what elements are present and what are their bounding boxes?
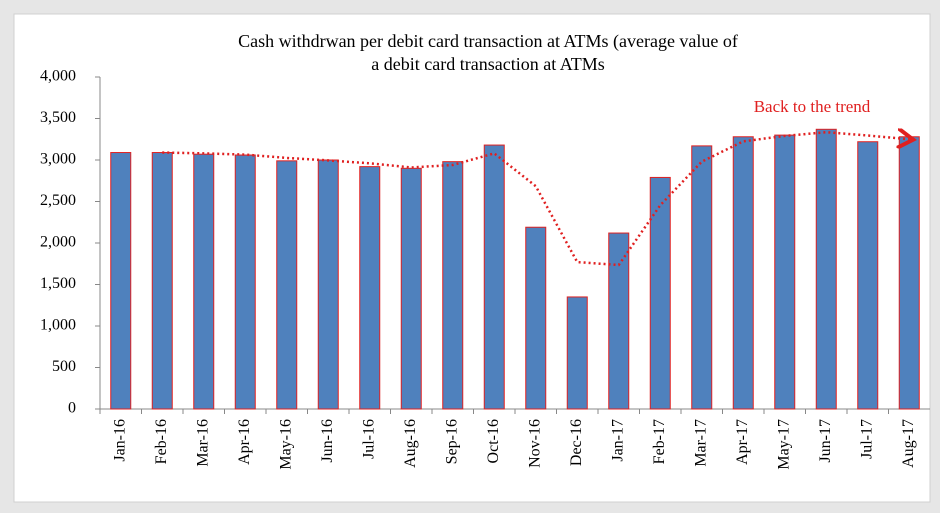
bar: [815, 128, 837, 410]
bar: [193, 153, 215, 410]
bar: [442, 161, 464, 410]
bar: [234, 154, 256, 410]
bar: [774, 134, 796, 410]
bar: [608, 232, 630, 410]
bar: [151, 152, 173, 410]
y-tick-label: 2,000: [40, 234, 76, 251]
x-tick-label: Feb-16: [153, 419, 170, 464]
y-tick-label: 4,000: [40, 68, 76, 85]
x-tick-label: Jun-17: [817, 419, 834, 463]
bar: [857, 141, 879, 410]
y-tick-label: 0: [68, 400, 76, 417]
bar: [483, 144, 505, 410]
x-tick-label: Jan-16: [111, 419, 128, 462]
annotation: Back to the trend: [754, 97, 871, 116]
bar: [898, 136, 920, 410]
bar: [400, 167, 422, 410]
y-tick-label: 3,000: [40, 151, 76, 168]
x-tick-label: Apr-17: [734, 419, 751, 465]
x-tick-label: Aug-17: [900, 419, 917, 468]
bar: [110, 152, 132, 410]
bar: [359, 166, 381, 410]
x-tick-label: Mar-17: [692, 419, 709, 467]
y-tick-label: 1,500: [40, 275, 76, 292]
x-tick-label: Jan-17: [609, 419, 626, 462]
x-tick-label: Jun-16: [319, 419, 336, 463]
x-tick-label: Dec-16: [568, 419, 585, 466]
x-tick-label: Sep-16: [443, 419, 460, 464]
x-tick-label: Feb-17: [651, 419, 668, 464]
bar: [649, 176, 671, 410]
x-tick-label: Jul-16: [360, 419, 377, 459]
x-tick-label: Oct-16: [485, 419, 502, 463]
y-tick-label: 3,500: [40, 109, 76, 126]
y-tick-label: 2,500: [40, 192, 76, 209]
x-tick-label: Aug-16: [402, 419, 419, 468]
x-tick-label: Apr-16: [236, 419, 253, 465]
bar: [566, 296, 588, 410]
bar: [276, 160, 298, 410]
chart-title: a debit card transaction at ATMs: [371, 54, 604, 74]
bar: [691, 145, 713, 410]
bar: [732, 136, 754, 410]
chart-title: Cash withdrwan per debit card transactio…: [238, 31, 738, 52]
x-tick-label: May-17: [775, 419, 792, 470]
bar: [317, 159, 339, 410]
x-tick-label: Mar-16: [194, 419, 211, 467]
x-tick-label: Nov-16: [526, 419, 543, 468]
x-tick-label: May-16: [277, 419, 294, 470]
bar: [525, 226, 547, 410]
trend-line: [162, 132, 909, 267]
x-tick-label: Jul-17: [858, 419, 875, 459]
y-tick-label: 1,000: [40, 317, 76, 334]
y-tick-label: 500: [52, 358, 76, 375]
